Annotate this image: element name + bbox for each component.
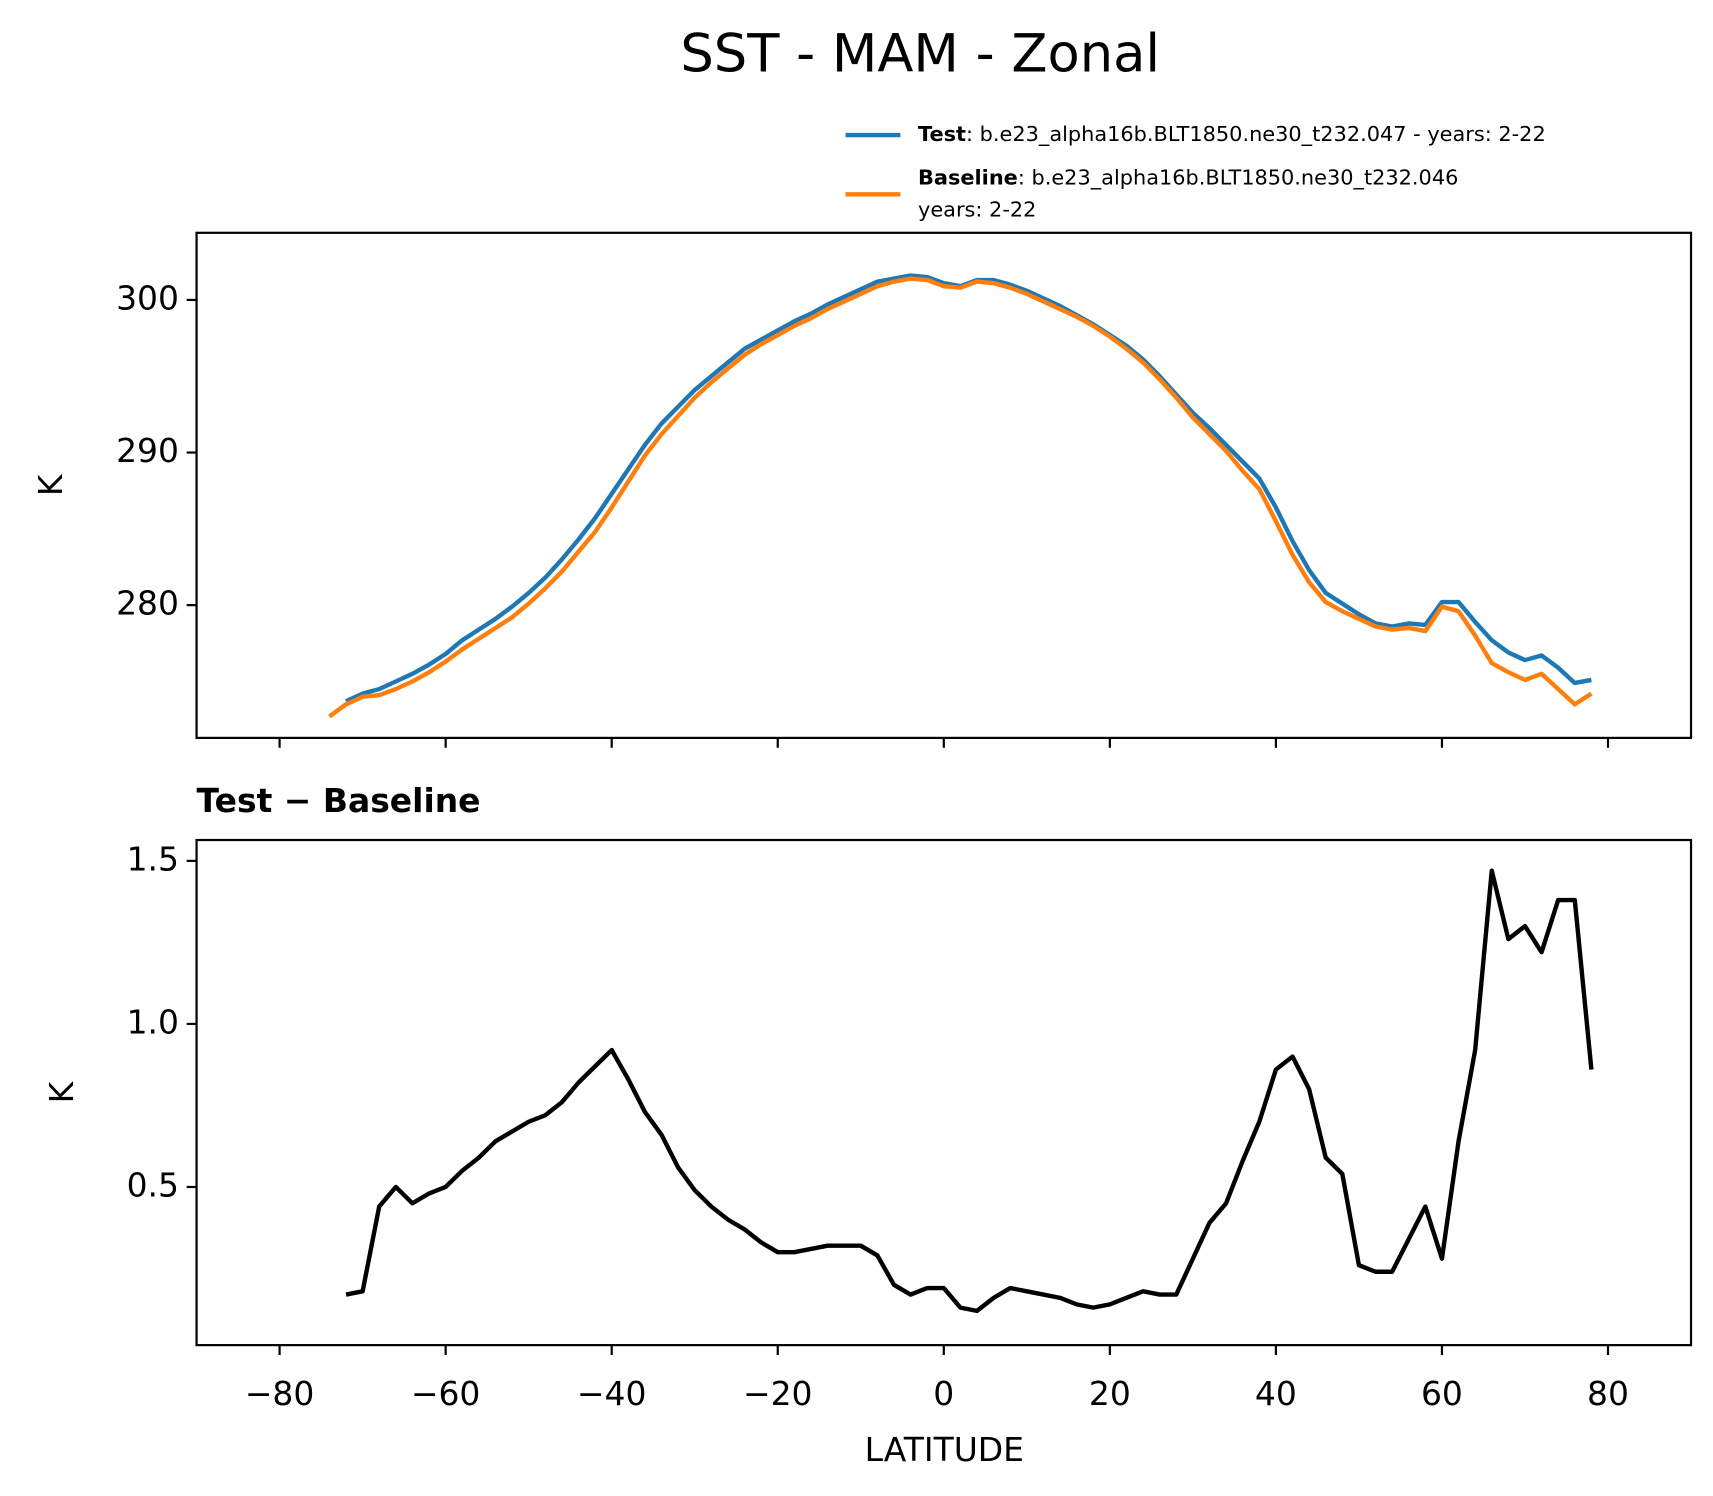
y-axis-label: K xyxy=(31,473,70,496)
legend-series-name: Baseline xyxy=(918,165,1018,189)
x-tick-label: −40 xyxy=(577,1374,647,1413)
y-tick-label: 1.5 xyxy=(127,839,179,878)
y-tick-label: 290 xyxy=(116,431,179,470)
legend-label: years: 2-22 xyxy=(918,197,1036,221)
figure-title: SST - MAM - Zonal xyxy=(680,24,1160,85)
x-tick-label: 40 xyxy=(1255,1374,1297,1413)
y-tick-label: 300 xyxy=(116,278,179,317)
y-tick-label: 280 xyxy=(116,584,179,623)
x-tick-label: −60 xyxy=(411,1374,481,1413)
axes-frame xyxy=(195,231,1693,739)
legend-series-name: Test xyxy=(918,122,966,146)
x-tick-label: 80 xyxy=(1587,1374,1629,1413)
x-tick-label: 60 xyxy=(1421,1374,1463,1413)
legend-label: Baseline: b.e23_alpha16b.BLT1850.ne30_t2… xyxy=(918,165,1458,190)
axes-frame xyxy=(195,838,1693,1347)
y-tick-label: 0.5 xyxy=(127,1165,179,1204)
x-tick-label: −80 xyxy=(245,1374,315,1413)
y-tick-label: 1.0 xyxy=(127,1002,179,1041)
legend-description: : b.e23_alpha16b.BLT1850.ne30_t232.047 -… xyxy=(966,122,1546,147)
legend-description: years: 2-22 xyxy=(918,197,1036,221)
y-axis-label: K xyxy=(42,1080,81,1103)
data-line xyxy=(328,276,1593,719)
x-axis-label: LATITUDE xyxy=(865,1430,1024,1469)
x-tick-label: 0 xyxy=(933,1374,954,1413)
data-line xyxy=(345,868,1594,1314)
legend-description: : b.e23_alpha16b.BLT1850.ne30_t232.046 xyxy=(1018,165,1459,190)
x-tick-label: 20 xyxy=(1089,1374,1131,1413)
legend-label: Test: b.e23_alpha16b.BLT1850.ne30_t232.0… xyxy=(918,122,1546,147)
x-tick-label: −20 xyxy=(743,1374,813,1413)
panel-title: Test − Baseline xyxy=(197,781,481,820)
